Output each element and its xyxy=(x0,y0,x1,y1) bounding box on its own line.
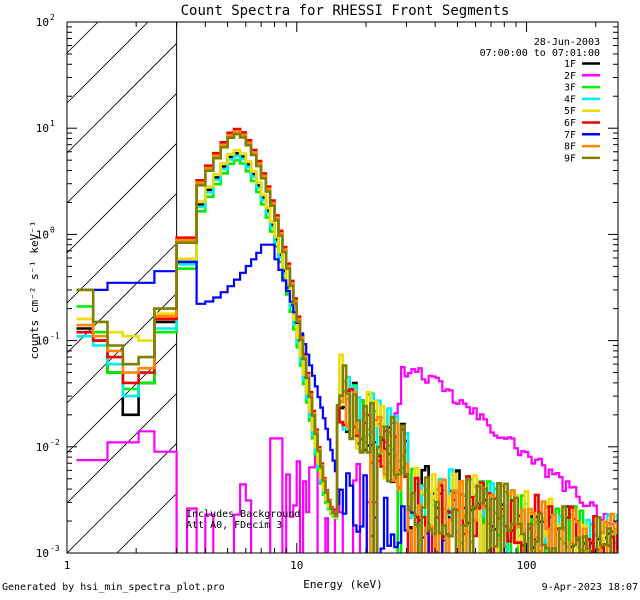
x-tick-label: 10 xyxy=(290,559,303,572)
y-tick-label: 10 1 xyxy=(36,119,55,135)
svg-text:1: 1 xyxy=(50,119,55,128)
legend-item-7F: 7F xyxy=(564,130,600,141)
legend-item-8F: 8F xyxy=(564,142,600,153)
y-tick-label: 10 0 xyxy=(36,225,55,241)
hatch-line xyxy=(67,292,177,404)
legend-item-5F: 5F xyxy=(564,106,600,117)
series-layer xyxy=(76,127,618,553)
plot-frame xyxy=(66,21,619,554)
legend-item-2F: 2F xyxy=(564,71,600,82)
x-axis-label: Energy (keV) xyxy=(303,578,382,591)
hatch-line xyxy=(116,492,177,553)
hatch-line xyxy=(67,92,177,204)
y-tick-label: 10 -1 xyxy=(36,332,60,348)
y-tick-label: 10 2 xyxy=(36,13,55,29)
legend-label: 6F xyxy=(564,118,576,129)
svg-text:10: 10 xyxy=(36,547,49,560)
hatch-line xyxy=(67,342,177,454)
svg-text:10: 10 xyxy=(36,16,49,29)
legend-item-1F: 1F xyxy=(564,59,600,70)
chart-title: Count Spectra for RHESSI Front Segments xyxy=(181,3,510,19)
legend-label: 8F xyxy=(564,142,576,153)
legend-label: 1F xyxy=(564,59,576,70)
series-line-9F xyxy=(76,132,618,553)
svg-text:10: 10 xyxy=(36,122,49,135)
date-label: 28-Jun-2003 xyxy=(534,37,600,48)
annotation-attenuator: Att A0, FDecim 3 xyxy=(186,520,282,531)
hatch-line xyxy=(67,192,177,304)
series-line-2F xyxy=(76,366,618,553)
hatch-line xyxy=(67,42,177,154)
axis-ticks xyxy=(66,22,618,554)
legend-label: 5F xyxy=(564,106,576,117)
annotation-background: Includes Background xyxy=(186,509,300,520)
y-tick-label: 10 -3 xyxy=(36,544,60,560)
legend-item-3F: 3F xyxy=(564,83,600,94)
y-tick-label: 10 -2 xyxy=(36,438,60,454)
legend-label: 4F xyxy=(564,94,576,105)
legend-label: 9F xyxy=(564,153,576,164)
legend-label: 3F xyxy=(564,83,576,94)
x-tick-label: 100 xyxy=(517,559,537,572)
time-range-label: 07:00:00 to 07:01:00 xyxy=(480,48,600,59)
svg-text:10: 10 xyxy=(36,335,49,348)
hatch-line xyxy=(67,242,177,354)
footer-generated-by: Generated by hsi_min_spectra_plot.pro xyxy=(2,582,225,593)
legend-item-9F: 9F xyxy=(564,153,600,164)
legend-label: 7F xyxy=(564,130,576,141)
svg-text:-2: -2 xyxy=(50,438,60,447)
hatch-line xyxy=(67,142,177,254)
hatch-line xyxy=(67,392,177,504)
svg-text:-3: -3 xyxy=(50,544,60,553)
svg-text:0: 0 xyxy=(50,225,55,234)
y-axis-label: counts cm⁻² s⁻¹ keV⁻¹ xyxy=(28,220,41,359)
svg-text:10: 10 xyxy=(36,228,49,241)
legend-item-6F: 6F xyxy=(564,118,600,129)
svg-text:2: 2 xyxy=(50,13,55,22)
x-tick-labels: 1 10 100 xyxy=(64,559,537,572)
svg-text:10: 10 xyxy=(36,441,49,454)
hatch-line xyxy=(67,442,177,553)
footer-timestamp: 9-Apr-2023 18:07 xyxy=(541,582,638,593)
legend-label: 2F xyxy=(564,71,576,82)
series-line-6F xyxy=(76,127,618,553)
legend-item-4F: 4F xyxy=(564,94,600,105)
series-line-8F xyxy=(76,130,618,553)
x-tick-label: 1 xyxy=(64,559,71,572)
svg-text:-1: -1 xyxy=(50,332,60,341)
